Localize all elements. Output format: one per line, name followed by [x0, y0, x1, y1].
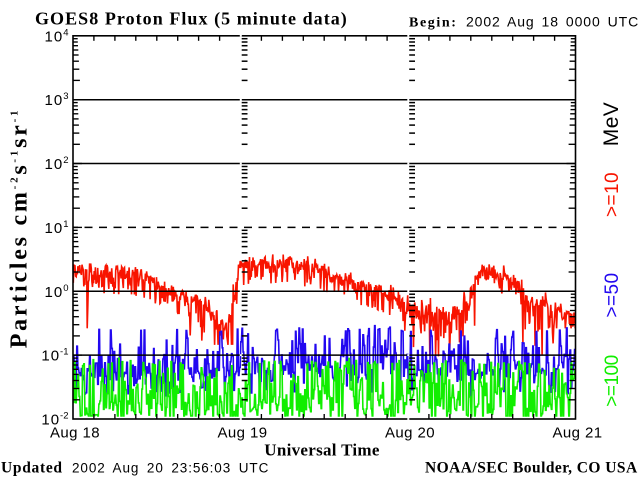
svg-text:>=100: >=100: [602, 355, 623, 406]
svg-text:Begin:: Begin:: [409, 15, 458, 30]
svg-text:Aug 19: Aug 19: [218, 425, 268, 442]
svg-text:>=50: >=50: [602, 273, 623, 318]
svg-text:Aug 18: Aug 18: [50, 425, 100, 442]
svg-text:GOES8 Proton Flux (5 minute da: GOES8 Proton Flux (5 minute data): [35, 8, 348, 29]
svg-text:Aug 20: Aug 20: [385, 425, 435, 442]
svg-text:Aug 21: Aug 21: [553, 425, 603, 442]
svg-text:2002 Aug 18 0000 UTC: 2002 Aug 18 0000 UTC: [466, 13, 639, 29]
svg-text:NOAA/SEC Boulder, CO USA: NOAA/SEC Boulder, CO USA: [425, 460, 638, 477]
svg-text:2002 Aug 20 23:56:03 UTC: 2002 Aug 20 23:56:03 UTC: [72, 461, 269, 476]
svg-text:104: 104: [45, 27, 69, 45]
svg-text:>=10: >=10: [602, 172, 623, 217]
svg-text:102: 102: [45, 155, 69, 173]
svg-text:103: 103: [45, 91, 69, 109]
svg-text:MeV: MeV: [600, 102, 623, 146]
svg-text:101: 101: [45, 219, 69, 237]
svg-text:Universal Time: Universal Time: [264, 441, 380, 460]
svg-text:100: 100: [45, 283, 69, 301]
svg-text:Particles cm-2s-1sr-1: Particles cm-2s-1sr-1: [7, 108, 33, 349]
svg-text:Updated: Updated: [1, 460, 63, 477]
